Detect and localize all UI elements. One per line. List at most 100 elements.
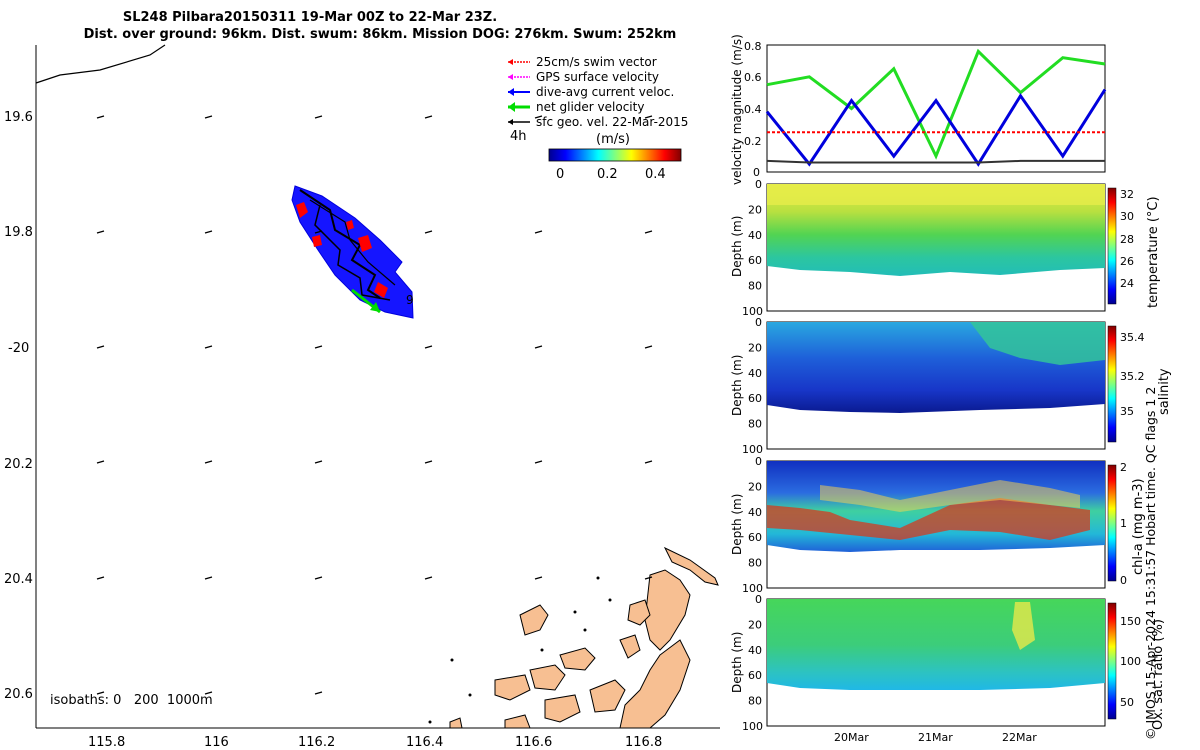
oxygen-section: 50 100 150 Ox. sat. ratio (%) Depth (m)	[730, 598, 1166, 730]
temp-cbar-tick-2: 28	[1120, 233, 1134, 246]
temp-ylabel: Depth (m)	[730, 216, 744, 277]
depth-tick-label: 60	[748, 392, 762, 405]
vel-ytick-1: 0.2	[744, 135, 762, 148]
vel-ytick-3: 0.6	[744, 71, 762, 84]
sfc-velocity-arrow	[644, 345, 653, 349]
credit-text: © IMOS 15-Apr-2024 15:31:57 Hobart time.…	[1143, 386, 1158, 740]
depth-tick-label: 0	[755, 178, 762, 191]
sal-cbar-tick-1: 35.2	[1120, 370, 1145, 383]
sfc-velocity-arrow	[96, 576, 105, 580]
sfc-velocity-arrow	[534, 230, 543, 234]
velocity-series-line	[765, 88, 1107, 167]
map-xtick-4: 116.4	[406, 735, 443, 750]
depth-tick-label: 60	[748, 669, 762, 682]
vel-ytick-2: 0.4	[744, 103, 762, 116]
temp-cbar-tick-4: 32	[1120, 188, 1134, 201]
sfc-velocity-arrow	[424, 115, 433, 119]
depth-tick-label: 20	[748, 480, 762, 493]
vel-ytick-0: 0	[753, 166, 760, 179]
depth-tick-label: 40	[748, 229, 762, 242]
sfc-velocity-arrow	[314, 460, 323, 464]
depth-tick-label: 100	[742, 582, 763, 595]
temp-cbar-tick-1: 26	[1120, 255, 1134, 268]
sfc-velocity-arrow	[314, 576, 323, 580]
legend-swim-vector: 25cm/s swim vector	[508, 55, 657, 69]
legend-swim-vector-label: 25cm/s swim vector	[536, 55, 657, 69]
sfc-velocity-arrow	[204, 460, 213, 464]
ox-cbar-label: Ox. sat. ratio (%)	[1151, 619, 1166, 730]
map-xtick-2: 116	[204, 735, 229, 750]
sal-cbar-label: salinity	[1157, 368, 1172, 415]
depth-tick-label: 20	[748, 341, 762, 354]
sfc-velocity-arrow	[204, 115, 213, 119]
sfc-velocity-arrows	[96, 115, 653, 695]
legend-gps-velocity-label: GPS surface velocity	[536, 70, 659, 84]
sfc-velocity-arrow	[644, 460, 653, 464]
chl-ylabel: Depth (m)	[730, 494, 744, 555]
map-ytick-6: 20.6	[4, 687, 33, 702]
map-ytick-5: 20.4	[4, 572, 33, 587]
chl-cbar-tick-0: 0	[1120, 574, 1127, 587]
map-xtick-3: 116.2	[298, 735, 335, 750]
time-tick-22mar: 22Mar	[1002, 731, 1037, 744]
legend-dive-avg-label: dive-avg current veloc.	[536, 85, 674, 99]
sfc-velocity-arrow	[96, 460, 105, 464]
sfc-velocity-arrow	[204, 691, 213, 695]
sfc-velocity-arrow	[314, 230, 323, 234]
chl-cbar-tick-2: 2	[1120, 461, 1127, 474]
sfc-velocity-arrow	[96, 345, 105, 349]
sfc-velocity-arrow	[96, 691, 105, 695]
temp-cbar-label: temperature (°C)	[1146, 196, 1161, 308]
map-legend: 25cm/s swim vector GPS surface velocity …	[508, 55, 688, 182]
colorbar-tick-1: 0.2	[597, 167, 618, 182]
sfc-velocity-arrow	[204, 576, 213, 580]
sfc-velocity-arrow	[204, 345, 213, 349]
figure-title-line2: Dist. over ground: 96km. Dist. swum: 86k…	[83, 27, 677, 42]
depth-ticks: 0204060801000204060801000204060801000204…	[742, 178, 763, 733]
small-islets	[428, 576, 612, 724]
salinity-section: 35 35.2 35.4 salinity Depth (m)	[730, 321, 1172, 450]
sfc-velocity-arrow	[314, 345, 323, 349]
map-ytick-4: 20.2	[4, 457, 33, 472]
depth-tick-label: 0	[755, 316, 762, 329]
sfc-velocity-arrow	[96, 115, 105, 119]
depth-tick-label: 60	[748, 531, 762, 544]
sal-ylabel: Depth (m)	[730, 355, 744, 416]
legend-sfc-geo-label: sfc geo. vel. 22-Mar-2015	[536, 115, 688, 129]
depth-tick-label: 100	[742, 305, 763, 318]
legend-net-glider-label: net glider velocity	[536, 100, 644, 114]
depth-tick-label: 40	[748, 367, 762, 380]
depth-tick-label: 0	[755, 455, 762, 468]
chl-cbar-label: chl-a (mg m-3)	[1131, 478, 1146, 575]
time-tick-20mar: 20Mar	[834, 731, 869, 744]
sfc-velocity-arrow	[644, 115, 653, 119]
figure-title-line1: SL248 Pilbara20150311 19-Mar 00Z to 22-M…	[122, 10, 498, 25]
ox-cbar-tick-1: 100	[1120, 655, 1141, 668]
sfc-velocity-arrow	[534, 576, 543, 580]
map-ytick-2: 19.8	[4, 225, 33, 240]
depth-tick-label: 80	[748, 418, 762, 431]
vel-ytick-4: 0.8	[744, 40, 762, 53]
land-area	[449, 546, 719, 729]
map-xtick-1: 115.8	[88, 735, 125, 750]
glider-track	[291, 185, 414, 319]
depth-tick-label: 60	[748, 254, 762, 267]
depth-tick-label: 80	[748, 695, 762, 708]
colorbar-tick-2: 0.4	[645, 167, 666, 182]
depth-tick-label: 0	[755, 593, 762, 606]
map-ytick-3: -20	[8, 341, 29, 356]
sfc-velocity-arrow	[314, 691, 323, 695]
velocity-series-line	[766, 159, 1105, 164]
coastline-line	[35, 44, 166, 84]
depth-tick-label: 20	[748, 203, 762, 216]
sfc-velocity-arrow	[424, 345, 433, 349]
legend-net-glider: net glider velocity	[508, 100, 644, 114]
ox-cbar-tick-0: 50	[1120, 696, 1134, 709]
sfc-velocity-arrow	[424, 576, 433, 580]
sfc-velocity-arrow	[314, 115, 323, 119]
sfc-velocity-arrow	[424, 460, 433, 464]
temperature-section: 24 26 28 30 32 temperature (°C) Depth (m…	[730, 183, 1161, 312]
sfc-velocity-arrow	[424, 230, 433, 234]
map-xtick-5: 116.6	[515, 735, 552, 750]
